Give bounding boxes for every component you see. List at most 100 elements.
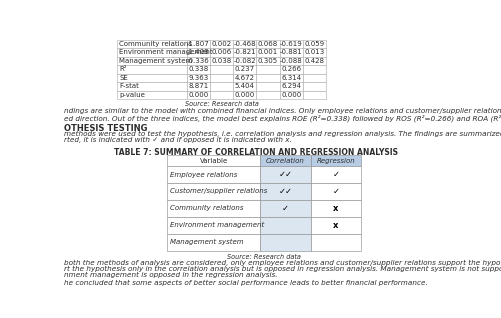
Text: -0.336: -0.336	[187, 58, 209, 64]
Text: 0.000: 0.000	[188, 92, 208, 98]
Bar	[257, 65, 280, 73]
Bar	[260, 166, 311, 183]
Bar	[257, 48, 280, 57]
Bar	[117, 65, 187, 73]
Text: 0.059: 0.059	[305, 41, 325, 47]
Bar	[260, 217, 311, 234]
Bar	[210, 40, 233, 48]
Bar	[117, 48, 187, 57]
Bar	[117, 57, 187, 65]
Text: ✓: ✓	[282, 204, 289, 213]
Bar	[303, 48, 326, 57]
Bar	[280, 73, 303, 82]
Text: he concluded that some aspects of better social performance leads to better fina: he concluded that some aspects of better…	[64, 280, 428, 286]
Bar	[280, 40, 303, 48]
Text: OTHESIS TESTING: OTHESIS TESTING	[64, 124, 148, 133]
Bar	[233, 65, 257, 73]
Bar	[233, 40, 257, 48]
Bar	[257, 73, 280, 82]
Text: 0.266: 0.266	[281, 66, 301, 73]
Bar	[303, 57, 326, 65]
Text: 0.305: 0.305	[258, 58, 278, 64]
Text: 0.068: 0.068	[258, 41, 278, 47]
Text: -0.468: -0.468	[233, 41, 256, 47]
Bar	[303, 65, 326, 73]
Text: ✓✓: ✓✓	[279, 187, 293, 196]
Text: rt the hypothesis only in the correlation analysis but is opposed in regression : rt the hypothesis only in the correlatio…	[64, 266, 501, 272]
Text: Environment management: Environment management	[119, 49, 213, 55]
Text: nment management is opposed in the regression analysis.: nment management is opposed in the regre…	[64, 272, 278, 278]
Bar	[187, 91, 210, 99]
Text: 0.428: 0.428	[305, 58, 325, 64]
Text: 0.000: 0.000	[281, 92, 302, 98]
Bar	[117, 73, 187, 82]
Text: -0.082: -0.082	[233, 58, 256, 64]
Bar	[233, 57, 257, 65]
Text: -0.088: -0.088	[280, 58, 303, 64]
Text: rted, it is indicated with ✓ and if opposed it is indicated with x.: rted, it is indicated with ✓ and if oppo…	[64, 137, 292, 143]
Bar	[233, 82, 257, 91]
Text: Variable: Variable	[199, 158, 228, 163]
Text: 5.404: 5.404	[235, 83, 255, 89]
Text: Customer/supplier relations: Customer/supplier relations	[170, 188, 268, 194]
Text: 0.013: 0.013	[305, 49, 325, 55]
Text: 0.000: 0.000	[234, 92, 255, 98]
Text: 0.038: 0.038	[211, 58, 231, 64]
Text: ndings are similar to the model with combined financial indices. Only employee r: ndings are similar to the model with com…	[64, 108, 501, 114]
Bar	[167, 200, 260, 217]
Bar	[233, 48, 257, 57]
Text: 9.363: 9.363	[188, 75, 208, 81]
Text: ✓✓: ✓✓	[279, 170, 293, 179]
Bar	[117, 40, 187, 48]
Bar	[260, 155, 311, 166]
Text: ✓: ✓	[332, 170, 339, 179]
Text: Environment management: Environment management	[170, 222, 265, 228]
Text: x: x	[333, 221, 339, 230]
Text: -0.619: -0.619	[280, 41, 303, 47]
Bar	[303, 73, 326, 82]
Bar	[257, 82, 280, 91]
Bar	[210, 65, 233, 73]
Bar	[167, 234, 260, 251]
Bar	[260, 183, 311, 200]
Bar	[303, 40, 326, 48]
Text: Community relations: Community relations	[170, 205, 244, 211]
Bar	[280, 91, 303, 99]
Text: -1.807: -1.807	[187, 41, 209, 47]
Bar	[280, 57, 303, 65]
Text: Source: Research data: Source: Research data	[184, 101, 259, 107]
Bar	[187, 65, 210, 73]
Text: R²: R²	[119, 66, 127, 73]
Text: 0.001: 0.001	[258, 49, 278, 55]
Text: -0.821: -0.821	[233, 49, 256, 55]
Bar	[167, 155, 260, 166]
Bar	[257, 91, 280, 99]
Text: -0.881: -0.881	[280, 49, 303, 55]
Text: 0.338: 0.338	[188, 66, 208, 73]
Text: ed direction. Out of the three indices, the model best explains ROE (R²=0.338) f: ed direction. Out of the three indices, …	[64, 114, 501, 122]
Bar	[210, 73, 233, 82]
Bar	[280, 48, 303, 57]
Text: F-stat: F-stat	[119, 83, 139, 89]
Bar	[311, 217, 361, 234]
Text: 6.294: 6.294	[281, 83, 301, 89]
Text: 0.237: 0.237	[234, 66, 255, 73]
Bar	[311, 183, 361, 200]
Bar	[187, 73, 210, 82]
Bar	[187, 48, 210, 57]
Bar	[187, 40, 210, 48]
Text: ✓: ✓	[332, 187, 339, 196]
Bar	[233, 73, 257, 82]
Bar	[210, 57, 233, 65]
Bar	[187, 57, 210, 65]
Bar	[210, 91, 233, 99]
Bar	[187, 82, 210, 91]
Text: SE: SE	[119, 75, 128, 81]
Text: TABLE 7: SUMMARY OF CORRELATION AND REGRESSION ANALYSIS: TABLE 7: SUMMARY OF CORRELATION AND REGR…	[114, 148, 398, 156]
Bar	[117, 91, 187, 99]
Text: 6.314: 6.314	[281, 75, 301, 81]
Bar	[257, 57, 280, 65]
Bar	[303, 91, 326, 99]
Bar	[311, 200, 361, 217]
Bar	[167, 183, 260, 200]
